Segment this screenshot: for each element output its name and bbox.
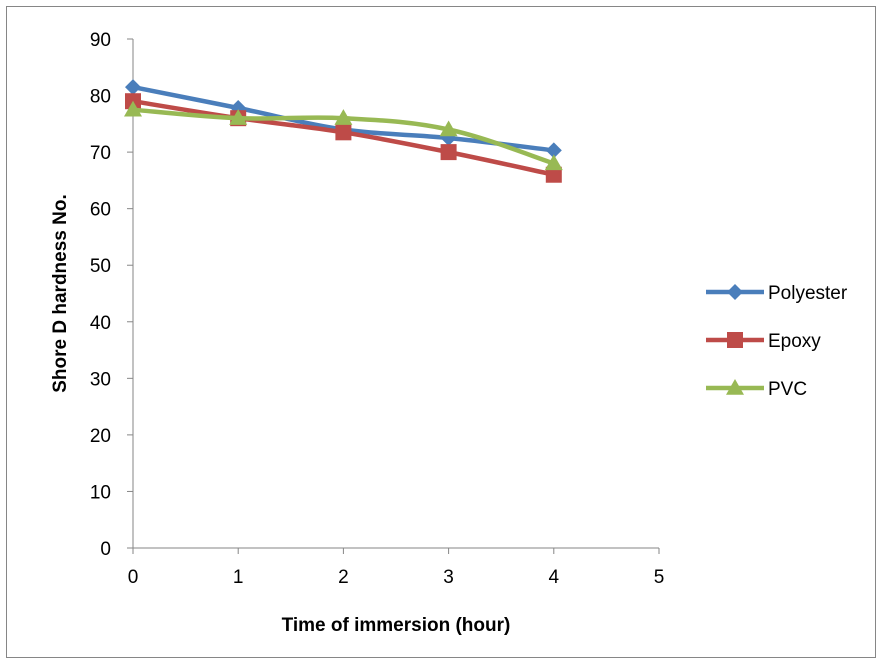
y-tick-label: 60: [90, 200, 111, 221]
series-epoxy: [125, 93, 562, 183]
data-point-pvc: [229, 109, 248, 125]
legend-swatch-marker: [726, 379, 744, 395]
x-tick-label: 2: [338, 567, 349, 588]
legend-item-pvc: PVC: [706, 379, 807, 400]
data-point-epoxy: [335, 124, 352, 141]
x-tick-label: 3: [443, 567, 454, 588]
legend-swatch-marker: [727, 332, 743, 348]
legend-item-polyester: Polyester: [706, 283, 848, 304]
legend-item-epoxy: Epoxy: [706, 331, 821, 352]
y-tick-label: 80: [90, 87, 111, 108]
data-point-polyester: [545, 142, 562, 159]
x-axis-title: Time of immersion (hour): [282, 615, 511, 636]
legend: Polyester Epoxy PVC: [706, 283, 848, 400]
y-tick-label: 0: [100, 539, 111, 560]
data-point-epoxy: [545, 166, 562, 183]
data-point-pvc: [124, 100, 142, 117]
legend-label: Polyester: [768, 283, 848, 304]
data-point-epoxy: [440, 144, 457, 161]
data-point-pvc: [544, 154, 563, 171]
data-point-polyester: [125, 79, 141, 96]
y-tick-label: 30: [90, 369, 111, 390]
y-tick-label: 90: [90, 30, 111, 51]
y-tick-label: 70: [90, 143, 111, 164]
series-pvc: [124, 100, 563, 171]
x-tick-label: 1: [233, 567, 244, 588]
y-tick-label: 50: [90, 256, 111, 277]
legend-label: Epoxy: [768, 331, 821, 352]
data-point-pvc: [439, 120, 458, 137]
y-tick-label: 10: [90, 482, 111, 503]
y-axis-ticks: 0 10 20 30 40 50 60 70 80 90: [90, 30, 133, 560]
x-tick-label: 4: [549, 567, 560, 588]
legend-label: PVC: [768, 379, 807, 400]
y-tick-label: 40: [90, 313, 111, 334]
legend-swatch-marker: [727, 284, 743, 300]
series-layer: [124, 79, 563, 183]
data-point-pvc: [334, 109, 353, 125]
y-tick-label: 20: [90, 426, 111, 447]
x-axis-ticks: 0 1 2 3 4 5: [128, 548, 665, 588]
x-tick-label: 5: [654, 567, 665, 588]
y-axis-title: Shore D hardness No.: [50, 194, 71, 393]
x-tick-label: 0: [128, 567, 139, 588]
